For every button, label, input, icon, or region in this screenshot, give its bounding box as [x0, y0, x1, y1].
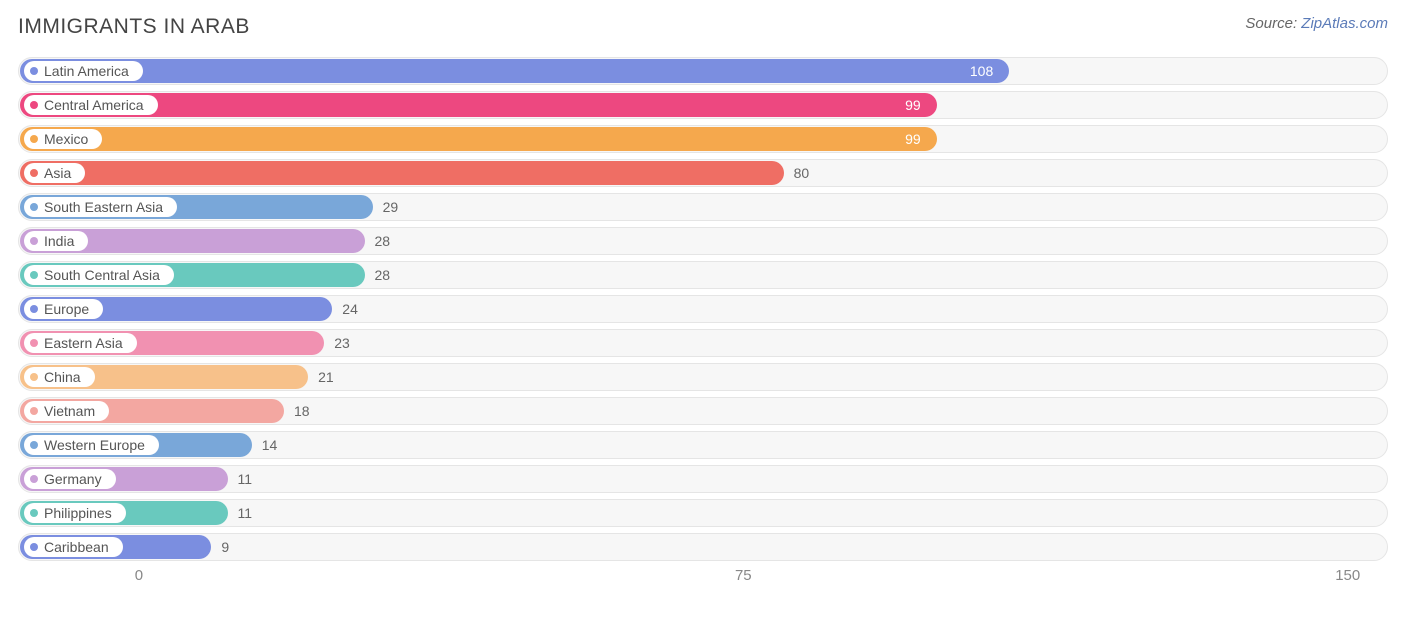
category-pill: Eastern Asia	[24, 333, 137, 353]
bar-row: 18 Vietnam	[18, 397, 1388, 425]
category-pill: Latin America	[24, 61, 143, 81]
category-label: Eastern Asia	[44, 335, 123, 351]
bar-value: 21	[308, 363, 334, 391]
category-label: Mexico	[44, 131, 88, 147]
bar-value: 24	[332, 295, 358, 323]
legend-dot-icon	[30, 67, 38, 75]
source-prefix: Source:	[1245, 15, 1301, 32]
legend-dot-icon	[30, 543, 38, 551]
bar-row: 108Latin America	[18, 57, 1388, 85]
bar-value: 80	[784, 159, 810, 187]
bar-value: 99	[18, 125, 935, 153]
category-label: Philippines	[44, 505, 112, 521]
category-label: South Central Asia	[44, 267, 160, 283]
category-pill: Europe	[24, 299, 103, 319]
category-pill: China	[24, 367, 95, 387]
axis-tick-label: 75	[735, 567, 752, 584]
legend-dot-icon	[30, 135, 38, 143]
legend-dot-icon	[30, 101, 38, 109]
source-link[interactable]: ZipAtlas.com	[1301, 15, 1388, 32]
category-label: China	[44, 369, 81, 385]
category-label: South Eastern Asia	[44, 199, 163, 215]
legend-dot-icon	[30, 271, 38, 279]
bar-row: 14 Western Europe	[18, 431, 1388, 459]
bar-row: 9 Caribbean	[18, 533, 1388, 561]
bar-value: 11	[228, 499, 253, 527]
bar-value: 23	[324, 329, 350, 357]
bar-row: 11 Philippines	[18, 499, 1388, 527]
bar-value: 108	[18, 57, 1007, 85]
legend-dot-icon	[30, 305, 38, 313]
legend-dot-icon	[30, 237, 38, 245]
legend-dot-icon	[30, 169, 38, 177]
legend-dot-icon	[30, 407, 38, 415]
bar-value: 29	[373, 193, 399, 221]
legend-dot-icon	[30, 373, 38, 381]
chart-title: IMMIGRANTS IN ARAB	[18, 15, 250, 39]
bar-value: 14	[252, 431, 278, 459]
category-pill: Western Europe	[24, 435, 159, 455]
bar-value: 28	[365, 227, 391, 255]
bar-row: 80 Asia	[18, 159, 1388, 187]
category-pill: Philippines	[24, 503, 126, 523]
bar-row: 29 South Eastern Asia	[18, 193, 1388, 221]
category-label: Asia	[44, 165, 71, 181]
bar-row: 99Mexico	[18, 125, 1388, 153]
x-axis: 0 75 150	[18, 567, 1388, 591]
source-attribution: Source: ZipAtlas.com	[1245, 15, 1388, 32]
category-pill: South Eastern Asia	[24, 197, 177, 217]
bar-row: 23 Eastern Asia	[18, 329, 1388, 357]
category-label: Latin America	[44, 63, 129, 79]
category-pill: Caribbean	[24, 537, 123, 557]
chart-header: IMMIGRANTS IN ARAB Source: ZipAtlas.com	[18, 15, 1388, 39]
legend-dot-icon	[30, 203, 38, 211]
category-label: Germany	[44, 471, 102, 487]
legend-dot-icon	[30, 475, 38, 483]
bar-row: 24 Europe	[18, 295, 1388, 323]
bar-value: 11	[228, 465, 253, 493]
legend-dot-icon	[30, 441, 38, 449]
bar-value: 28	[365, 261, 391, 289]
category-pill: Central America	[24, 95, 158, 115]
axis-tick-label: 0	[135, 567, 143, 584]
category-pill: Asia	[24, 163, 85, 183]
bar-chart: 108Latin America99Central America99Mexic…	[18, 57, 1388, 591]
category-label: Western Europe	[44, 437, 145, 453]
bar-fill	[20, 161, 784, 185]
bar-value: 18	[284, 397, 310, 425]
bar-row: 28 India	[18, 227, 1388, 255]
bar-value: 9	[211, 533, 229, 561]
category-label: India	[44, 233, 74, 249]
bar-row: 21 China	[18, 363, 1388, 391]
category-pill: Mexico	[24, 129, 102, 149]
bar-row: 11 Germany	[18, 465, 1388, 493]
category-label: Vietnam	[44, 403, 95, 419]
legend-dot-icon	[30, 509, 38, 517]
category-pill: South Central Asia	[24, 265, 174, 285]
category-label: Central America	[44, 97, 144, 113]
category-label: Caribbean	[44, 539, 109, 555]
category-pill: Vietnam	[24, 401, 109, 421]
bar-row: 28 South Central Asia	[18, 261, 1388, 289]
category-pill: India	[24, 231, 88, 251]
category-label: Europe	[44, 301, 89, 317]
category-pill: Germany	[24, 469, 116, 489]
bar-row: 99Central America	[18, 91, 1388, 119]
axis-tick-label: 150	[1335, 567, 1360, 584]
legend-dot-icon	[30, 339, 38, 347]
